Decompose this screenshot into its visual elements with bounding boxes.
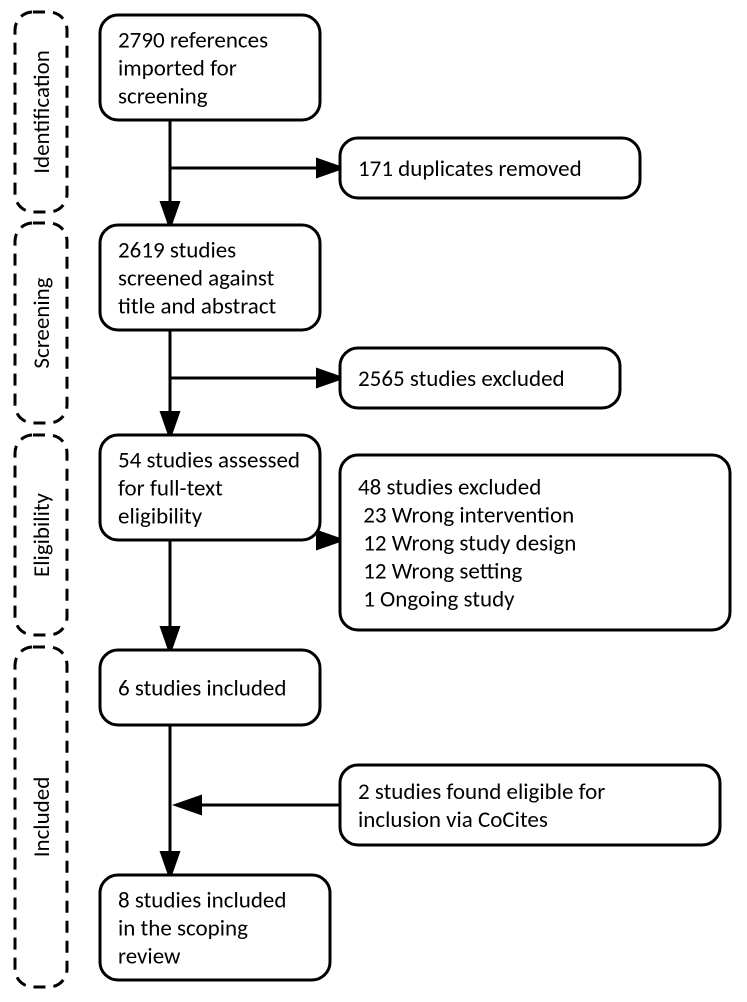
prisma-flowchart: Identification Screening Eligibility Includ… — [0, 0, 747, 1002]
phase-label-included: Included — [28, 777, 56, 858]
flow-box-text: 2565 studies excluded — [358, 365, 565, 393]
phase-label-eligibility: Eligibility — [28, 492, 56, 577]
phase-label-identification: Identification — [28, 50, 56, 174]
phase-label-screening: Screening — [28, 277, 56, 368]
flow-box-text: 6 studies included — [118, 675, 286, 703]
flow-box-text: 171 duplicates removed — [358, 155, 582, 183]
